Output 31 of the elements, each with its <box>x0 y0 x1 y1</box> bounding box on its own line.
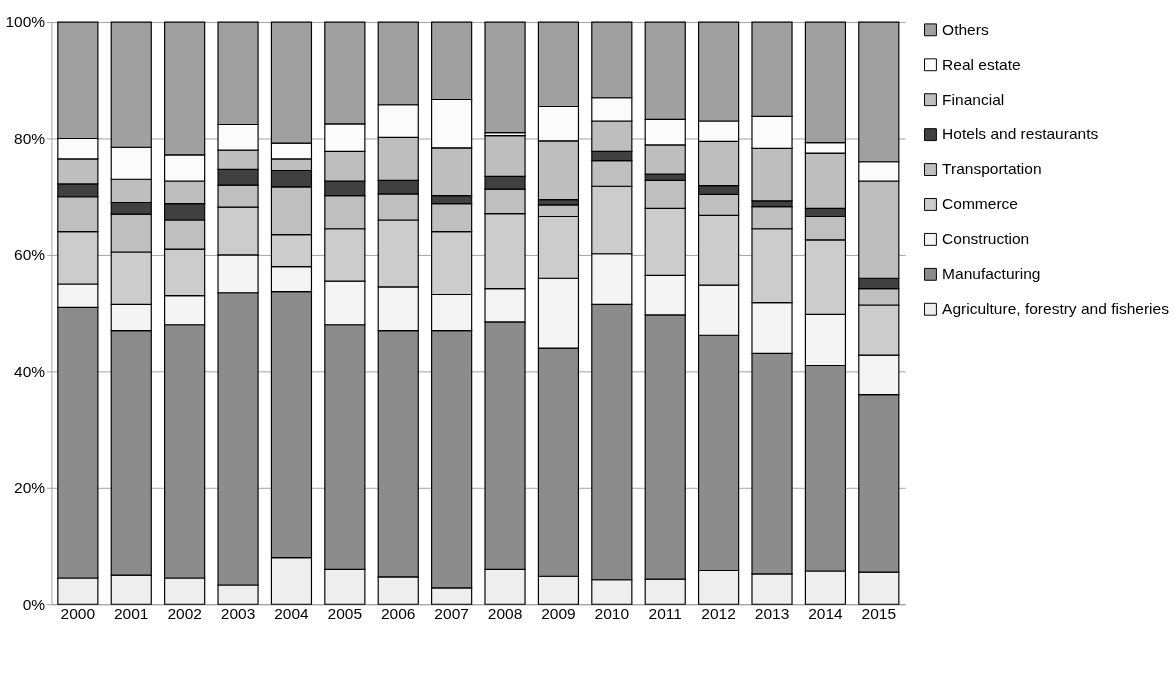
x-tick-label: 2011 <box>648 605 682 623</box>
x-tick-label: 2000 <box>60 605 96 623</box>
y-tick-label: 0% <box>22 595 46 613</box>
legend-label: Real estate <box>942 55 1021 73</box>
legend-label: Manufacturing <box>942 265 1041 283</box>
x-tick-label: 2008 <box>487 605 523 623</box>
legend-label: Construction <box>942 230 1030 248</box>
x-tick-label: 2002 <box>167 605 202 623</box>
x-tick-label: 2005 <box>327 605 363 623</box>
x-tick-label: 2003 <box>220 605 256 623</box>
x-tick-label: 2010 <box>594 605 630 623</box>
x-tick-label: 2004 <box>274 605 310 623</box>
x-tick-label: 2013 <box>754 605 790 623</box>
y-tick-label: 60% <box>14 246 46 264</box>
legend-label: Transportation <box>942 160 1042 178</box>
y-tick-label: 80% <box>14 129 46 147</box>
x-tick-label: 2009 <box>541 605 576 623</box>
legend-label: Commerce <box>942 195 1018 213</box>
legend-label: Financial <box>942 90 1005 108</box>
y-tick-label: 40% <box>14 362 46 380</box>
x-tick-label: 2014 <box>808 605 844 623</box>
x-tick-label: 2007 <box>434 605 469 623</box>
x-tick-label: 2015 <box>861 605 897 623</box>
y-tick-label: 100% <box>5 13 46 31</box>
x-tick-label: 2001 <box>113 605 149 623</box>
x-tick-label: 2006 <box>380 605 416 623</box>
legend-label: Others <box>942 20 989 38</box>
legend-label: Hotels and restaurants <box>942 125 1099 143</box>
x-tick-label: 2012 <box>701 605 736 623</box>
y-tick-label: 20% <box>14 479 46 497</box>
legend-label: Agriculture, forestry and fisheries <box>942 300 1170 318</box>
